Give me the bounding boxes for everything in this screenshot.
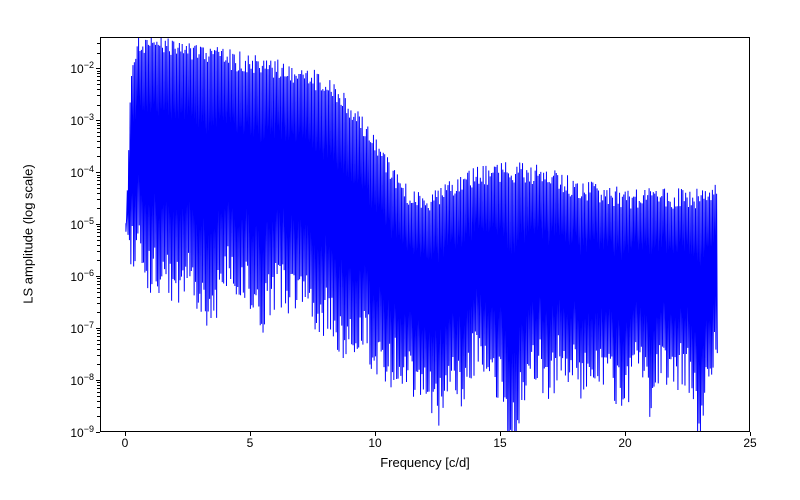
x-tick-label: 10	[368, 436, 381, 450]
y-tick-label: 10−2	[70, 60, 94, 76]
y-minor-tick	[97, 53, 100, 54]
y-minor-tick	[97, 76, 100, 77]
x-tick-label: 25	[743, 436, 756, 450]
periodogram-plot	[101, 38, 749, 431]
y-minor-tick	[97, 284, 100, 285]
y-minor-tick	[97, 105, 100, 106]
y-minor-tick	[97, 125, 100, 126]
y-minor-tick	[97, 401, 100, 402]
y-minor-tick	[97, 89, 100, 90]
y-minor-tick	[97, 177, 100, 178]
y-minor-tick	[97, 260, 100, 261]
y-minor-tick	[97, 344, 100, 345]
y-minor-tick	[97, 355, 100, 356]
y-minor-tick	[97, 175, 100, 176]
y-minor-tick	[97, 364, 100, 365]
y-minor-tick	[97, 84, 100, 85]
y-tick-label: 10−6	[70, 268, 94, 284]
y-minor-tick	[97, 141, 100, 142]
y-minor-tick	[97, 312, 100, 313]
y-minor-tick	[97, 136, 100, 137]
y-minor-tick	[97, 147, 100, 148]
y-tick-label: 10−8	[70, 372, 94, 388]
y-minor-tick	[97, 407, 100, 408]
y-minor-tick	[97, 95, 100, 96]
y-tick-label: 10−9	[70, 424, 94, 440]
y-tick-label: 10−4	[70, 164, 94, 180]
y-minor-tick	[97, 388, 100, 389]
y-minor-tick	[97, 330, 100, 331]
y-minor-tick	[97, 288, 100, 289]
y-axis-label: LS amplitude (log scale)	[21, 164, 36, 303]
x-tick	[750, 432, 751, 436]
y-minor-tick	[97, 199, 100, 200]
x-axis-label: Frequency [c/d]	[380, 455, 470, 470]
y-minor-tick	[97, 340, 100, 341]
y-minor-tick	[97, 281, 100, 282]
y-minor-tick	[97, 156, 100, 157]
x-tick	[500, 432, 501, 436]
y-tick-label: 10−5	[70, 216, 94, 232]
y-minor-tick	[97, 193, 100, 194]
y-tick	[96, 276, 100, 277]
x-tick-label: 5	[247, 436, 254, 450]
x-tick	[375, 432, 376, 436]
y-minor-tick	[97, 392, 100, 393]
y-tick	[96, 328, 100, 329]
y-minor-tick	[97, 128, 100, 129]
y-minor-tick	[97, 71, 100, 72]
x-tick	[125, 432, 126, 436]
y-minor-tick	[97, 43, 100, 44]
y-tick	[96, 380, 100, 381]
y-minor-tick	[97, 416, 100, 417]
y-minor-tick	[97, 208, 100, 209]
y-minor-tick	[97, 333, 100, 334]
y-minor-tick	[97, 80, 100, 81]
x-tick-label: 0	[122, 436, 129, 450]
y-minor-tick	[97, 251, 100, 252]
y-minor-tick	[97, 188, 100, 189]
y-tick-label: 10−3	[70, 112, 94, 128]
plot-border	[100, 37, 750, 432]
x-tick-label: 15	[493, 436, 506, 450]
y-minor-tick	[97, 73, 100, 74]
y-minor-tick	[97, 226, 100, 227]
y-minor-tick	[97, 297, 100, 298]
x-tick-label: 20	[618, 436, 631, 450]
y-minor-tick	[97, 180, 100, 181]
y-minor-tick	[97, 292, 100, 293]
x-tick	[250, 432, 251, 436]
y-minor-tick	[97, 396, 100, 397]
y-tick	[96, 432, 100, 433]
y-minor-tick	[97, 382, 100, 383]
y-minor-tick	[97, 132, 100, 133]
y-tick	[96, 68, 100, 69]
y-minor-tick	[97, 336, 100, 337]
y-tick	[96, 224, 100, 225]
y-minor-tick	[97, 229, 100, 230]
y-minor-tick	[97, 184, 100, 185]
y-minor-tick	[97, 349, 100, 350]
y-minor-tick	[97, 385, 100, 386]
x-tick	[625, 432, 626, 436]
y-minor-tick	[97, 240, 100, 241]
y-tick	[96, 120, 100, 121]
y-minor-tick	[97, 232, 100, 233]
y-minor-tick	[97, 245, 100, 246]
y-tick	[96, 172, 100, 173]
y-minor-tick	[97, 236, 100, 237]
y-minor-tick	[97, 278, 100, 279]
y-minor-tick	[97, 123, 100, 124]
y-tick-label: 10−7	[70, 320, 94, 336]
y-minor-tick	[97, 303, 100, 304]
